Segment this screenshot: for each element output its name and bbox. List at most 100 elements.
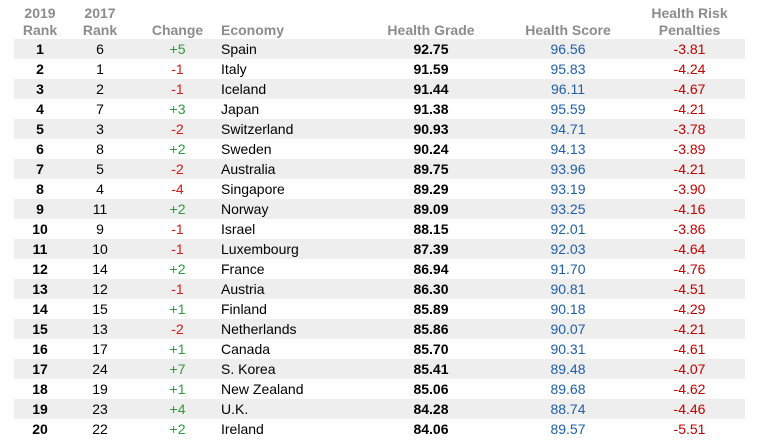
cell-2019-rank: 13: [14, 279, 66, 299]
cell-2019-rank: 9: [14, 199, 66, 219]
cell-economy: S. Korea: [221, 359, 360, 379]
header-economy: Economy: [221, 22, 285, 38]
cell-health-score: 88.74: [502, 399, 634, 419]
cell-health-score: 90.31: [502, 339, 634, 359]
cell-change: -1: [134, 59, 221, 79]
table-row: 11 10 -1 Luxembourg 87.39 92.03 -4.64: [14, 239, 745, 259]
cell-2017-rank: 14: [66, 259, 134, 279]
cell-health-risk-penalty: -4.67: [634, 79, 745, 99]
cell-health-score: 94.71: [502, 119, 634, 139]
cell-health-score: 93.19: [502, 179, 634, 199]
cell-health-score: 90.81: [502, 279, 634, 299]
cell-change: +2: [134, 199, 221, 219]
cell-2017-rank: 23: [66, 399, 134, 419]
cell-economy: New Zealand: [221, 379, 360, 399]
table-row: 8 4 -4 Singapore 89.29 93.19 -3.90: [14, 179, 745, 199]
cell-economy: France: [221, 259, 360, 279]
cell-change: +5: [134, 39, 221, 59]
cell-2017-rank: 4: [66, 179, 134, 199]
header-health-grade: Health Grade: [387, 22, 475, 38]
header-health-risk-penalties: Health Risk Penalties: [634, 0, 745, 39]
table-row: 7 5 -2 Australia 89.75 93.96 -4.21: [14, 159, 745, 179]
cell-economy: Israel: [221, 219, 360, 239]
header-2019-rank-line1: 2019: [24, 5, 56, 21]
cell-health-risk-penalty: -4.07: [634, 359, 745, 379]
cell-change: -4: [134, 179, 221, 199]
cell-health-grade: 84.06: [360, 419, 502, 439]
cell-health-score: 89.68: [502, 379, 634, 399]
cell-2017-rank: 22: [66, 419, 134, 439]
cell-health-risk-penalty: -4.21: [634, 99, 745, 119]
cell-health-risk-penalty: -3.86: [634, 219, 745, 239]
table-row: 3 2 -1 Iceland 91.44 96.11 -4.67: [14, 79, 745, 99]
cell-change: -1: [134, 219, 221, 239]
cell-health-grade: 92.75: [360, 39, 502, 59]
cell-health-score: 96.11: [502, 79, 634, 99]
cell-2019-rank: 3: [14, 79, 66, 99]
cell-2019-rank: 14: [14, 299, 66, 319]
cell-health-grade: 89.29: [360, 179, 502, 199]
cell-health-score: 96.56: [502, 39, 634, 59]
cell-2019-rank: 7: [14, 159, 66, 179]
cell-2019-rank: 19: [14, 399, 66, 419]
table-row: 17 24 +7 S. Korea 85.41 89.48 -4.07: [14, 359, 745, 379]
cell-2019-rank: 12: [14, 259, 66, 279]
cell-economy: Netherlands: [221, 319, 360, 339]
cell-2019-rank: 10: [14, 219, 66, 239]
cell-2017-rank: 12: [66, 279, 134, 299]
cell-health-risk-penalty: -4.29: [634, 299, 745, 319]
cell-2017-rank: 9: [66, 219, 134, 239]
cell-health-score: 92.03: [502, 239, 634, 259]
cell-health-grade: 89.09: [360, 199, 502, 219]
table-row: 19 23 +4 U.K. 84.28 88.74 -4.46: [14, 399, 745, 419]
cell-2017-rank: 15: [66, 299, 134, 319]
cell-health-risk-penalty: -4.16: [634, 199, 745, 219]
cell-health-score: 89.57: [502, 419, 634, 439]
cell-2019-rank: 6: [14, 139, 66, 159]
cell-change: +2: [134, 139, 221, 159]
cell-economy: Switzerland: [221, 119, 360, 139]
cell-health-grade: 91.38: [360, 99, 502, 119]
cell-health-grade: 84.28: [360, 399, 502, 419]
cell-economy: Sweden: [221, 139, 360, 159]
cell-economy: Australia: [221, 159, 360, 179]
cell-economy: Luxembourg: [221, 239, 360, 259]
cell-health-score: 93.96: [502, 159, 634, 179]
cell-change: -1: [134, 239, 221, 259]
header-change: Change: [151, 22, 204, 38]
cell-health-grade: 91.59: [360, 59, 502, 79]
cell-health-grade: 85.06: [360, 379, 502, 399]
header-2017-rank-line1: 2017: [84, 5, 116, 21]
cell-2017-rank: 3: [66, 119, 134, 139]
cell-2017-rank: 13: [66, 319, 134, 339]
table-row: 13 12 -1 Austria 86.30 90.81 -4.51: [14, 279, 745, 299]
header-2017-rank-line2: Rank: [82, 22, 118, 38]
cell-health-grade: 85.89: [360, 299, 502, 319]
cell-economy: Italy: [221, 59, 360, 79]
cell-2019-rank: 15: [14, 319, 66, 339]
table-header: 2019 Rank 2017 Rank Change Economy Healt…: [14, 0, 745, 39]
table-row: 5 3 -2 Switzerland 90.93 94.71 -3.78: [14, 119, 745, 139]
cell-economy: Ireland: [221, 419, 360, 439]
cell-health-risk-penalty: -3.89: [634, 139, 745, 159]
cell-health-risk-penalty: -4.61: [634, 339, 745, 359]
cell-change: -2: [134, 119, 221, 139]
cell-2017-rank: 11: [66, 199, 134, 219]
cell-health-score: 94.13: [502, 139, 634, 159]
cell-health-grade: 90.93: [360, 119, 502, 139]
cell-2019-rank: 16: [14, 339, 66, 359]
cell-health-risk-penalty: -4.76: [634, 259, 745, 279]
cell-change: +1: [134, 379, 221, 399]
cell-2017-rank: 7: [66, 99, 134, 119]
header-health-score: Health Score: [525, 22, 611, 38]
table-row: 2 1 -1 Italy 91.59 95.83 -4.24: [14, 59, 745, 79]
cell-economy: Norway: [221, 199, 360, 219]
cell-health-score: 90.07: [502, 319, 634, 339]
cell-2017-rank: 19: [66, 379, 134, 399]
cell-2019-rank: 2: [14, 59, 66, 79]
header-2017-rank: 2017 Rank: [66, 0, 134, 39]
table-row: 16 17 +1 Canada 85.70 90.31 -4.61: [14, 339, 745, 359]
cell-health-risk-penalty: -4.24: [634, 59, 745, 79]
cell-health-risk-penalty: -4.62: [634, 379, 745, 399]
